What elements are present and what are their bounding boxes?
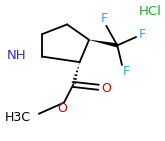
Text: HCl: HCl <box>139 5 162 18</box>
Text: F: F <box>101 12 108 25</box>
Polygon shape <box>89 40 118 47</box>
Text: O: O <box>57 102 67 115</box>
Text: O: O <box>101 82 111 95</box>
Text: F: F <box>139 28 146 41</box>
Text: H3C: H3C <box>5 112 31 125</box>
Text: F: F <box>123 65 130 78</box>
Text: NH: NH <box>7 49 26 62</box>
